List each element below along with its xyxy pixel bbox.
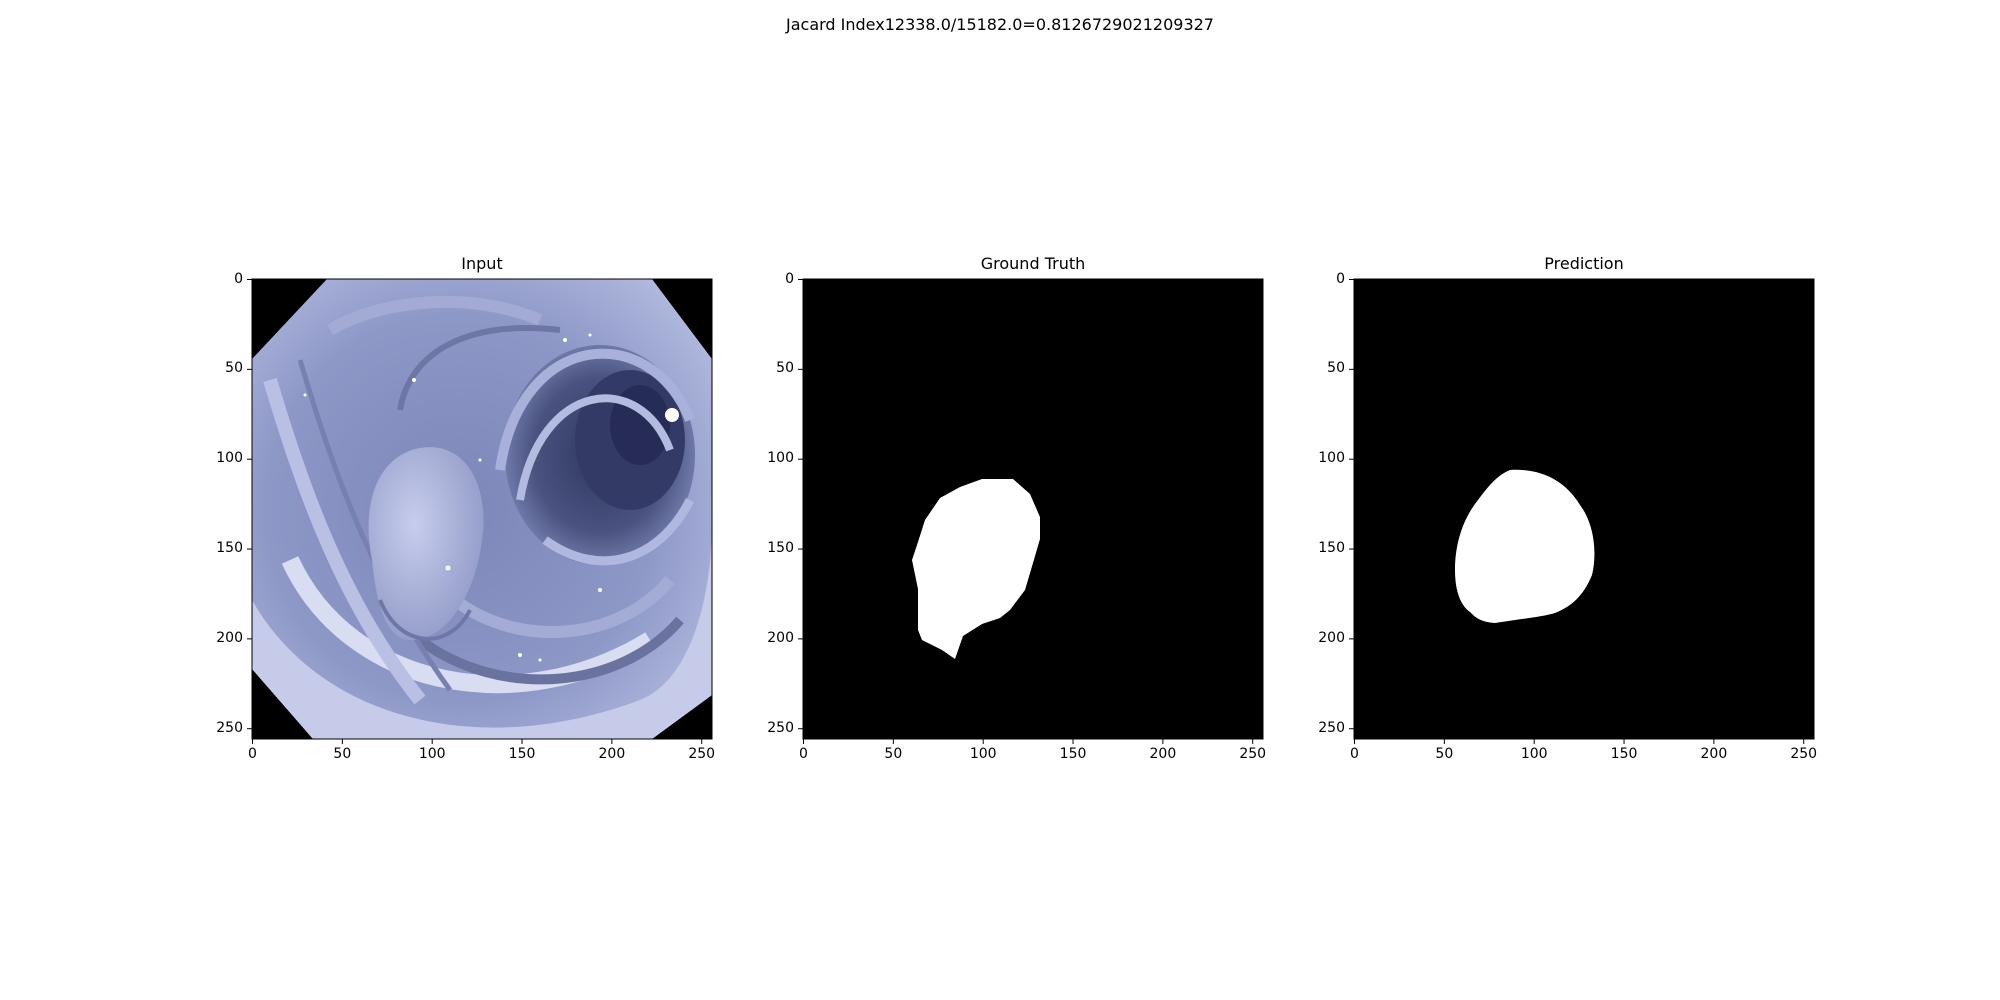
panel-title-ground-truth: Ground Truth (980, 254, 1086, 273)
y-tick-label: 100 (1318, 450, 1345, 467)
x-tick-label: 150 (1610, 746, 1638, 762)
y-tick-label: 250 (767, 719, 794, 736)
panel-title-prediction: Prediction (1544, 254, 1624, 273)
x-tick-label: 0 (248, 746, 257, 762)
prediction-mask (1353, 278, 1815, 740)
y-tick-label: 150 (767, 540, 794, 557)
x-tick-label: 200 (1149, 746, 1177, 762)
y-tick-label: 0 (785, 270, 794, 287)
x-tick-label: 200 (1700, 746, 1728, 762)
prediction-region (1455, 469, 1595, 623)
y-tick-label: 250 (216, 719, 243, 736)
x-tick-label: 200 (598, 746, 626, 762)
x-tick-label: 50 (884, 746, 903, 762)
y-tick-label: 100 (767, 450, 794, 467)
y-tick-label: 250 (1318, 719, 1345, 736)
panel-title-input: Input (461, 254, 503, 273)
x-tick-label: 100 (1520, 746, 1548, 762)
y-tick-label: 200 (1318, 629, 1345, 646)
y-tick-label: 0 (1336, 270, 1345, 287)
x-tick-label: 100 (969, 746, 997, 762)
x-tick-label: 250 (1790, 746, 1818, 762)
x-tick-label: 150 (508, 746, 536, 762)
x-tick-label: 100 (418, 746, 446, 762)
y-tick-label: 150 (1318, 540, 1345, 557)
x-tick-label: 50 (333, 746, 352, 762)
y-tick-label: 150 (216, 540, 243, 557)
x-tick-label: 150 (1059, 746, 1087, 762)
y-tick-label: 50 (225, 360, 243, 377)
ground-truth-mask (802, 278, 1264, 740)
x-tick-label: 50 (1435, 746, 1454, 762)
input-image (251, 278, 713, 740)
y-tick-label: 50 (776, 360, 794, 377)
x-tick-label: 250 (688, 746, 716, 762)
x-tick-label: 250 (1239, 746, 1267, 762)
ground-truth-region (912, 479, 1040, 659)
x-tick-label: 0 (1350, 746, 1359, 762)
figure-title: Jacard Index12338.0/15182.0=0.8126729021… (786, 15, 1214, 34)
y-tick-label: 100 (216, 450, 243, 467)
y-tick-label: 200 (216, 629, 243, 646)
x-tick-label: 0 (799, 746, 808, 762)
tick-marks (247, 279, 1805, 744)
y-tick-label: 50 (1327, 360, 1345, 377)
y-tick-label: 0 (234, 270, 243, 287)
y-tick-label: 200 (767, 629, 794, 646)
